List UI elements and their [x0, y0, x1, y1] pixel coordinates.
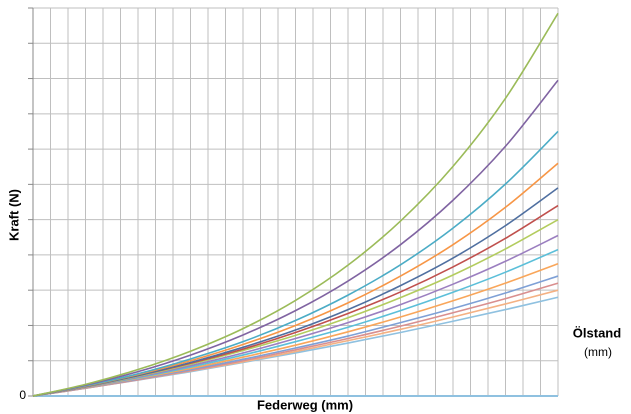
series-line [32, 79, 559, 397]
y-axis-label: Kraft (N) [6, 189, 21, 241]
x-axis-label: Federweg (mm) [257, 397, 353, 412]
y-tick-label: 0 [19, 388, 26, 402]
series-line [32, 130, 559, 397]
legend-title: Ölstand [573, 325, 621, 340]
series-line [32, 187, 559, 397]
series-line [32, 12, 559, 397]
legend-unit: (mm) [584, 345, 612, 359]
